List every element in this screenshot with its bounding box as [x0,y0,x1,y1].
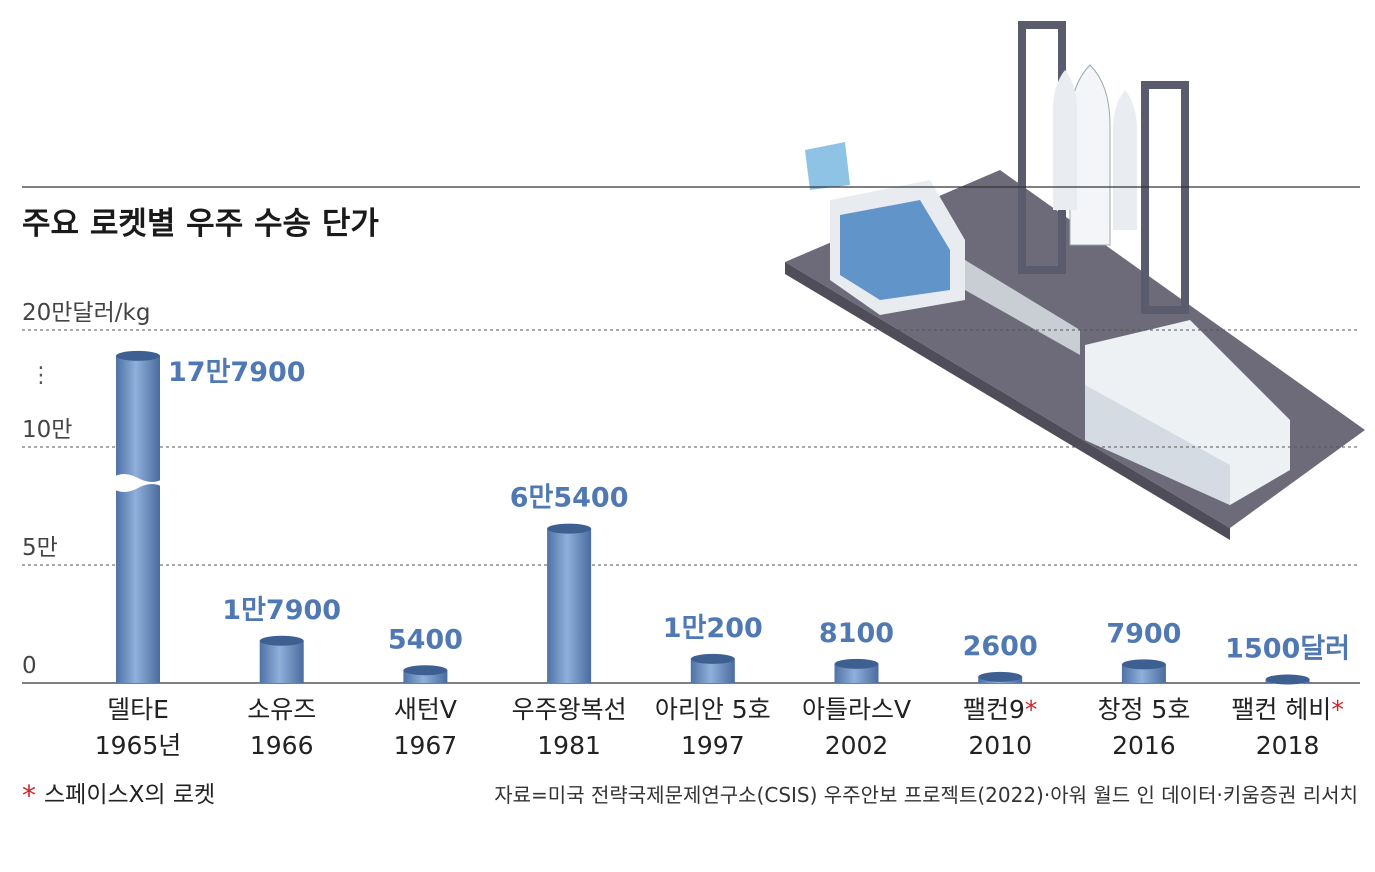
bar-cap [690,653,735,664]
y-tick-label: 0 [22,653,37,679]
x-tick-year: 2002 [825,731,889,760]
y-tick-label: 5만 [22,535,58,561]
value-label: 17만7900 [168,357,306,388]
note: 스페이스X의 로켓 [44,782,215,808]
bar [1121,664,1166,683]
value-label: 5400 [388,624,463,655]
x-tick-label: 델타E [107,695,169,724]
chart-title: 주요 로켓별 우주 수송 단가 [22,206,379,242]
bar [116,355,160,683]
x-tick-year: 2018 [1256,731,1320,760]
x-tick-label: 팰컨9* [963,695,1037,724]
value-label: 7900 [1106,618,1181,649]
category-name: 팰컨 헤비 [1231,695,1331,724]
category-name: 우주왕복선 [512,695,627,724]
value-label: 1500달러 [1225,633,1350,664]
x-tick-year: 1966 [250,731,314,760]
x-tick-label: 아리안 5호 [655,695,771,724]
source: 자료=미국 전략국제문제연구소(CSIS) 우주안보 프로젝트(2022)·아워… [494,783,1358,807]
y-tick-label: 10만 [22,417,72,443]
x-tick-year: 1997 [681,731,745,760]
category-name: 새턴V [394,695,457,724]
x-tick-year: 2016 [1112,731,1176,760]
value-label: 1만7900 [222,595,341,626]
launch-pad-illustration [785,21,1365,540]
value-label: 2600 [963,631,1038,662]
bar-cap [116,350,160,361]
axis-break [112,474,164,492]
bar [547,528,592,683]
x-tick-label: 아틀라스V [802,695,911,724]
x-tick-label: 소유즈 [247,695,316,724]
bar-cap [978,671,1023,682]
x-tick-label: 팰컨 헤비* [1231,695,1343,724]
category-name: 창정 5호 [1097,695,1190,724]
category-name: 소유즈 [247,695,316,724]
x-tick-label: 우주왕복선 [512,695,627,724]
bar-cap [259,635,304,646]
axis-break-dots: ⋮ [30,363,52,388]
bar [259,640,304,683]
spacex-marker: * [1331,695,1344,724]
x-tick-year: 1965년 [95,731,182,760]
spacex-marker: * [1025,695,1038,724]
y-tick-label: 20만달러/kg [22,300,150,326]
bar-cap [403,665,448,676]
note-marker: * [22,779,36,812]
category-name: 팰컨9 [963,695,1025,724]
bar-cap [1121,659,1166,670]
bar-cap [834,658,879,669]
x-tick-year: 1967 [394,731,458,760]
bar [834,663,879,683]
bar-cap [1265,674,1310,685]
category-name: 아리안 5호 [655,695,771,724]
category-name: 델타E [107,695,169,724]
x-tick-label: 창정 5호 [1097,695,1190,724]
x-tick-year: 1981 [537,731,601,760]
value-label: 6만5400 [510,483,629,514]
value-label: 8100 [819,618,894,649]
x-tick-year: 2010 [968,731,1032,760]
x-tick-label: 새턴V [394,695,457,724]
category-name: 아틀라스V [802,695,911,724]
value-label: 1만200 [663,613,763,644]
bar-cap [547,523,592,534]
